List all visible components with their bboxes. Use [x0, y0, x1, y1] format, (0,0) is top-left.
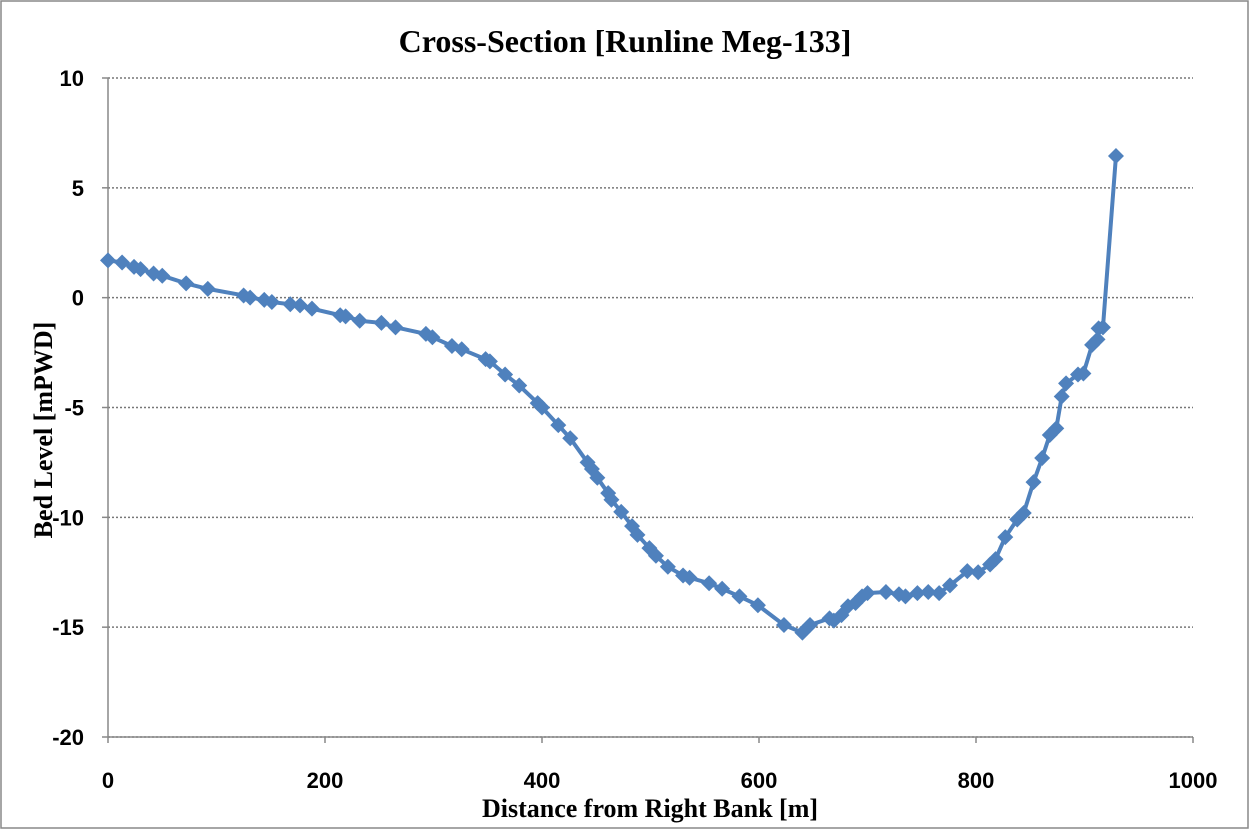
data-marker — [178, 275, 195, 292]
data-marker — [534, 399, 550, 416]
data-marker — [909, 585, 926, 602]
data-marker — [1089, 331, 1106, 348]
data-marker — [132, 261, 149, 278]
data-marker — [387, 319, 404, 336]
data-marker — [114, 254, 131, 271]
data-marker — [424, 329, 441, 346]
data-marker — [1094, 319, 1111, 336]
data-marker — [613, 503, 630, 520]
data-marker — [1048, 420, 1065, 437]
x-axis-label: Distance from Right Bank [m] — [482, 794, 818, 823]
y-tick-label: -20 — [52, 725, 84, 750]
data-marker — [941, 577, 958, 594]
data-marker — [263, 294, 280, 311]
data-marker — [731, 588, 748, 605]
data-marker — [242, 289, 259, 306]
x-tick-label: 400 — [524, 768, 561, 793]
data-marker — [701, 575, 718, 592]
data-marker — [282, 296, 299, 313]
data-marker — [897, 588, 914, 605]
y-tick-label: -5 — [64, 396, 84, 421]
data-marker — [511, 377, 528, 394]
data-marker — [1015, 504, 1032, 521]
data-marker — [1053, 388, 1070, 405]
data-marker — [373, 314, 390, 331]
data-marker — [303, 300, 320, 317]
data-marker — [154, 267, 171, 284]
y-tick-label: 5 — [72, 176, 84, 201]
data-marker — [603, 491, 620, 508]
data-marker — [453, 341, 470, 358]
data-marker — [1025, 474, 1042, 491]
data-marker — [1058, 375, 1075, 392]
chart-title: Cross-Section [Runline Meg-133] — [399, 23, 852, 59]
data-marker — [775, 616, 792, 633]
data-marker — [481, 353, 498, 370]
data-marker — [920, 584, 937, 601]
x-tick-label: 800 — [958, 768, 995, 793]
y-axis-label: Bed Level [mPWD] — [29, 322, 58, 539]
data-marker — [659, 558, 676, 575]
data-marker — [859, 585, 876, 602]
y-tick-label: 0 — [72, 286, 84, 311]
y-tick-label: -15 — [52, 615, 84, 640]
data-marker — [1107, 147, 1124, 164]
data-marker — [970, 564, 987, 581]
y-tick-label: 10 — [60, 66, 84, 91]
x-tick-label: 1000 — [1169, 768, 1218, 793]
data-marker — [351, 312, 368, 329]
data-marker — [959, 563, 976, 580]
x-tick-label: 600 — [741, 768, 778, 793]
data-marker — [987, 551, 1004, 568]
data-marker — [1034, 450, 1051, 467]
data-marker — [749, 597, 766, 614]
data-marker — [931, 585, 948, 602]
data-marker — [100, 252, 116, 269]
data-marker — [589, 469, 606, 486]
data-marker — [337, 308, 354, 325]
data-marker — [714, 580, 731, 597]
data-marker — [562, 430, 579, 447]
data-marker — [629, 526, 646, 543]
data-marker — [550, 417, 567, 434]
data-marker — [877, 584, 894, 601]
data-marker — [292, 297, 309, 314]
x-tick-label: 0 — [102, 768, 114, 793]
data-marker — [199, 280, 216, 297]
data-marker — [647, 547, 664, 564]
data-marker — [497, 366, 514, 383]
data-marker — [801, 616, 818, 633]
y-tick-label: -10 — [52, 505, 84, 530]
data-marker — [997, 529, 1014, 546]
data-marker — [1075, 365, 1092, 382]
x-tick-label: 200 — [307, 768, 344, 793]
data-marker — [681, 569, 698, 586]
